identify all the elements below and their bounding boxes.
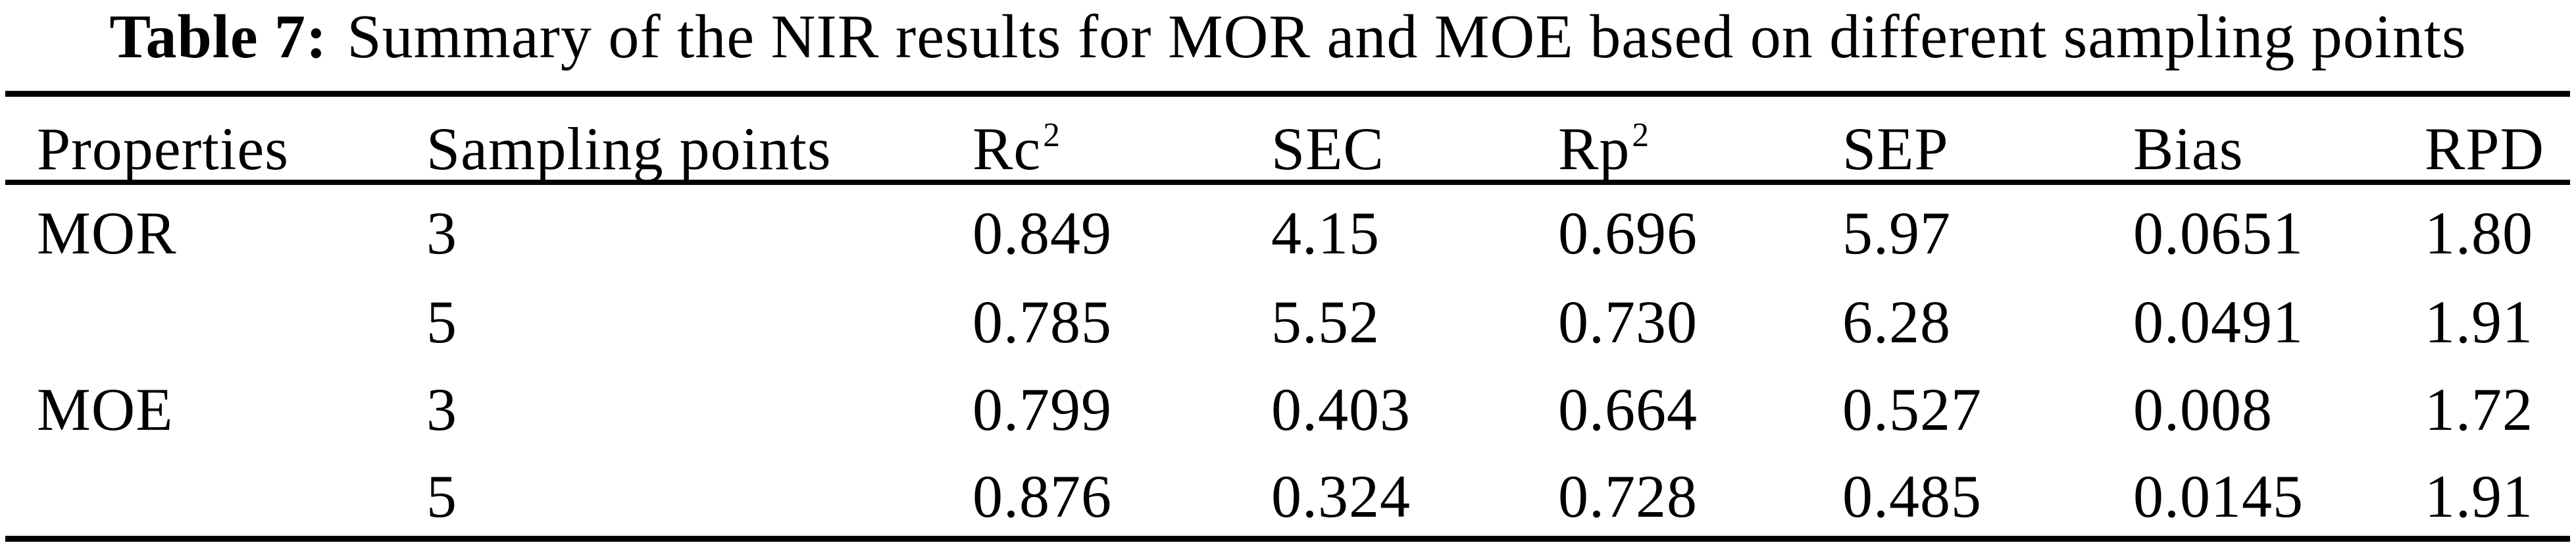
column-header-sec: SEC bbox=[1271, 117, 1386, 181]
column-header-rp2: Rp2 bbox=[1558, 117, 1650, 181]
cell-rc2: 0.785 bbox=[972, 288, 1112, 355]
cell-sec: 0.324 bbox=[1271, 463, 1411, 530]
table-row: 5 0.876 0.324 0.728 0.485 0.0145 1.91 bbox=[0, 465, 2576, 547]
cell-bias: 0.0651 bbox=[2133, 199, 2304, 267]
column-header-text: Rc bbox=[972, 115, 1042, 182]
cell-sec: 4.15 bbox=[1271, 199, 1380, 267]
column-header-sep: SEP bbox=[1842, 117, 1951, 181]
cell-bias: 0.0491 bbox=[2133, 288, 2304, 355]
cell-rpd: 1.80 bbox=[2425, 199, 2533, 267]
cell-sampling-points: 5 bbox=[426, 288, 457, 355]
column-header-superscript: 2 bbox=[1043, 116, 1061, 154]
cell-rc2: 0.799 bbox=[972, 376, 1112, 443]
column-header-text: RPD bbox=[2425, 115, 2544, 182]
cell-sampling-points: 3 bbox=[426, 376, 457, 443]
cell-rc2: 0.876 bbox=[972, 463, 1112, 530]
column-header-text: Sampling points bbox=[426, 115, 832, 182]
cell-rp2: 0.730 bbox=[1558, 288, 1698, 355]
cell-rp2: 0.728 bbox=[1558, 463, 1698, 530]
column-header-text: SEP bbox=[1842, 115, 1949, 182]
cell-sampling-points: 5 bbox=[426, 463, 457, 530]
cell-properties: MOE bbox=[37, 376, 174, 443]
table-caption-label: Table 7: bbox=[109, 3, 328, 71]
cell-rpd: 1.91 bbox=[2425, 463, 2533, 530]
column-header-properties: Properties bbox=[37, 117, 291, 181]
table-row: MOR 3 0.849 4.15 0.696 5.97 0.0651 1.80 bbox=[0, 201, 2576, 284]
table-bottom-rule bbox=[5, 536, 2570, 542]
column-header-bias: Bias bbox=[2133, 117, 2246, 181]
cell-bias: 0.008 bbox=[2133, 376, 2273, 443]
table-top-rule bbox=[5, 91, 2570, 97]
cell-sep: 0.485 bbox=[1842, 463, 1982, 530]
column-header-text: Rp bbox=[1558, 115, 1630, 182]
cell-sep: 6.28 bbox=[1842, 288, 1951, 355]
cell-rp2: 0.696 bbox=[1558, 199, 1698, 267]
column-header-rc2: Rc2 bbox=[972, 117, 1061, 181]
cell-bias: 0.0145 bbox=[2133, 463, 2304, 530]
table-header-row: Properties Sampling points Rc2 SEC Rp2 S… bbox=[0, 117, 2576, 199]
cell-rc2: 0.849 bbox=[972, 199, 1112, 267]
cell-sep: 5.97 bbox=[1842, 199, 1951, 267]
table-header-rule bbox=[5, 180, 2570, 185]
column-header-text: Bias bbox=[2133, 115, 2244, 182]
cell-sampling-points: 3 bbox=[426, 199, 457, 267]
column-header-superscript: 2 bbox=[1632, 116, 1650, 154]
column-header-rpd: RPD bbox=[2425, 117, 2546, 181]
cell-sec: 5.52 bbox=[1271, 288, 1380, 355]
cell-rpd: 1.72 bbox=[2425, 376, 2533, 443]
table-caption: Table 7: Summary of the NIR results for M… bbox=[0, 1, 2576, 72]
table-row: 5 0.785 5.52 0.730 6.28 0.0491 1.91 bbox=[0, 290, 2576, 373]
table-caption-text: Summary of the NIR results for MOR and M… bbox=[347, 3, 2467, 71]
column-header-text: Properties bbox=[37, 115, 290, 182]
cell-rp2: 0.664 bbox=[1558, 376, 1698, 443]
cell-rpd: 1.91 bbox=[2425, 288, 2533, 355]
column-header-sampling-points: Sampling points bbox=[426, 117, 834, 181]
cell-sec: 0.403 bbox=[1271, 376, 1411, 443]
column-header-text: SEC bbox=[1271, 115, 1384, 182]
cell-sep: 0.527 bbox=[1842, 376, 1982, 443]
cell-properties: MOR bbox=[37, 199, 177, 267]
table-row: MOE 3 0.799 0.403 0.664 0.527 0.008 1.72 bbox=[0, 378, 2576, 460]
